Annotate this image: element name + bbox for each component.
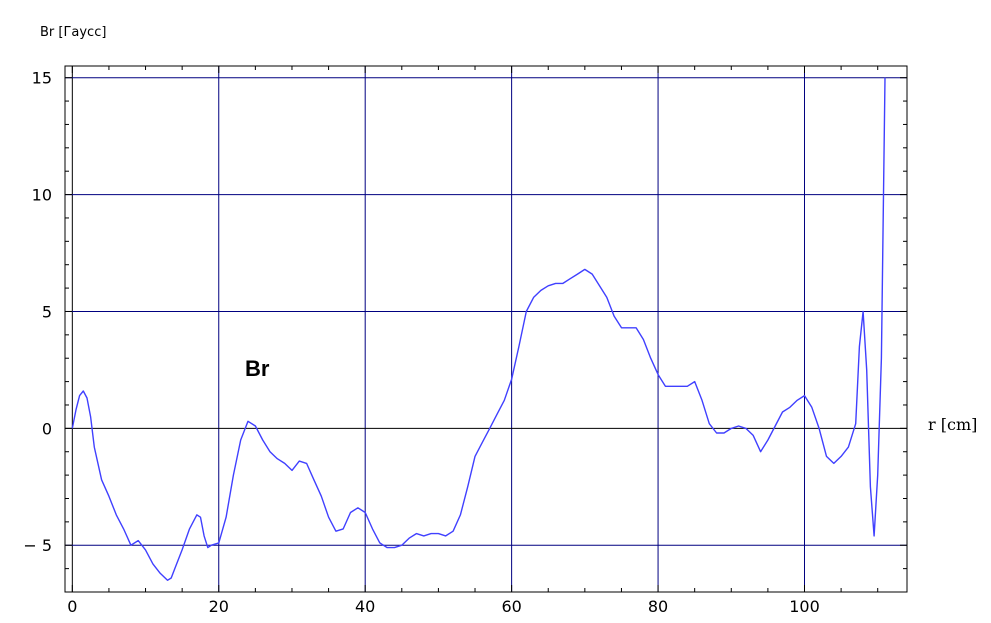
y-tick-label: 0: [42, 419, 52, 438]
x-tick-label: 20: [209, 597, 229, 616]
x-tick-label: 40: [355, 597, 375, 616]
y-tick-label: 10: [32, 186, 52, 205]
series: [71, 77, 886, 581]
plot-frame: [64, 65, 908, 593]
ticks: 0 20 40 60 80 100 − 5 0 5 10 15: [23, 69, 819, 616]
plot-border: [64, 65, 908, 593]
series-line-0: [71, 77, 886, 581]
grid: [65, 66, 907, 592]
y-tick-label: 5: [42, 302, 52, 321]
y-tick-label: − 5: [23, 536, 52, 555]
x-tick-label: 80: [648, 597, 668, 616]
y-axis-label: Br [Гаусс]: [40, 25, 106, 40]
series-annotation: Br: [245, 356, 270, 381]
y-tick-label: 15: [32, 69, 52, 88]
x-tick-label: 100: [789, 597, 820, 616]
x-tick-label: 60: [501, 597, 521, 616]
x-tick-label: 0: [67, 597, 77, 616]
x-axis-label: r [cm]: [928, 415, 977, 434]
